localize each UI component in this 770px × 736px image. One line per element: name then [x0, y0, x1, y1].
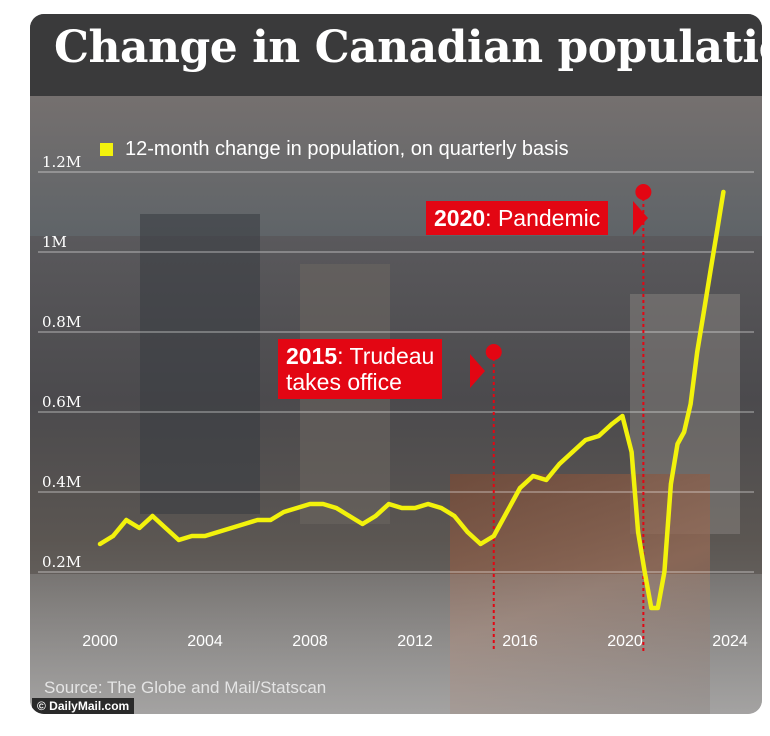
data-point	[321, 502, 326, 506]
data-point	[695, 350, 700, 354]
data-point	[721, 190, 726, 194]
y-tick-label: 1M	[42, 233, 67, 251]
data-point	[531, 474, 536, 478]
chart-card: Change in Canadian population 0.2M 0.4M 0.…	[30, 14, 762, 714]
data-point	[413, 506, 417, 510]
chart-title: Change in Canadian population	[54, 22, 762, 73]
data-point	[708, 270, 713, 274]
data-point	[620, 414, 625, 418]
credit-badge: © DailyMail.com	[32, 698, 135, 714]
data-point	[176, 538, 181, 542]
y-tick-label: 0.8M	[42, 313, 81, 331]
data-point	[399, 506, 404, 510]
data-point	[268, 518, 273, 522]
legend: 12-month change in population, on quarte…	[100, 138, 569, 161]
backdrop-ground	[30, 574, 762, 714]
data-point	[596, 434, 601, 438]
data-point	[701, 310, 706, 314]
data-point	[478, 542, 483, 546]
annotation-2015-text: : Trudeau	[337, 343, 435, 369]
data-point	[386, 502, 391, 506]
x-tick-label: 2004	[187, 633, 223, 650]
data-point	[688, 402, 693, 406]
data-point	[216, 530, 221, 534]
data-point	[242, 522, 247, 526]
data-point	[675, 442, 680, 446]
data-point	[452, 514, 457, 518]
data-point	[281, 510, 286, 514]
data-point	[668, 482, 673, 486]
x-tick-label: 2024	[712, 633, 748, 650]
x-tick-label: 2000	[82, 633, 118, 650]
marker-dot-2020	[635, 184, 652, 200]
data-point	[111, 534, 116, 538]
y-tick-label: 1.2M	[42, 153, 81, 171]
data-point	[504, 510, 509, 514]
data-point	[308, 502, 312, 506]
annotation-2020-year: 2020	[434, 205, 486, 231]
series-line	[97, 189, 726, 611]
data-point	[347, 514, 352, 518]
data-point	[544, 478, 549, 482]
data-point	[465, 530, 470, 534]
data-point	[189, 534, 194, 538]
data-point	[636, 530, 641, 534]
annotation-2015-pointer	[470, 354, 485, 388]
data-point	[570, 450, 575, 454]
data-point	[642, 570, 647, 574]
annotation-2015-text2: takes office	[286, 369, 402, 395]
source-note: Source: The Globe and Mail/Statscan	[44, 678, 327, 697]
backdrop-tower	[140, 214, 260, 514]
data-point	[662, 570, 667, 574]
data-point	[163, 526, 168, 530]
title-bar: Change in Canadian population	[30, 14, 762, 96]
x-tick-label: 2008	[292, 633, 328, 650]
data-point	[373, 514, 378, 518]
annotation-2015-year: 2015	[286, 343, 338, 369]
data-point	[629, 450, 634, 454]
data-point	[682, 430, 687, 434]
y-tick-label: 0.4M	[42, 473, 81, 491]
data-point	[714, 230, 719, 234]
data-point	[557, 462, 562, 466]
annotation-2015: 2015: Trudeau takes office	[278, 339, 443, 399]
data-point	[360, 522, 365, 526]
y-tick-label: 0.6M	[42, 393, 81, 411]
data-point	[655, 606, 660, 610]
data-point	[150, 514, 155, 518]
annotation-2020-text: : Pandemic	[485, 205, 601, 231]
data-point	[334, 506, 339, 510]
data-point	[294, 506, 299, 510]
line-chart: 0.2M 0.4M 0.6M 0.8M 1M 1.2M 2000 2004 2008 2012 20…	[38, 153, 754, 651]
x-tick-label: 2012	[397, 633, 433, 650]
annotation-2020: 2020: Pandemic	[426, 201, 609, 235]
data-point	[583, 438, 588, 442]
x-tick-label: 2016	[502, 633, 538, 650]
data-point	[203, 534, 207, 538]
data-point	[426, 502, 431, 506]
data-point	[518, 486, 522, 490]
data-point	[137, 526, 142, 530]
data-point	[649, 606, 654, 610]
x-tick-label: 2020	[607, 633, 643, 650]
marker-dot-2015	[485, 344, 502, 360]
annotation-2020-pointer	[633, 201, 648, 235]
data-point	[491, 534, 496, 538]
y-tick-label: 0.2M	[42, 553, 81, 571]
data-point	[255, 518, 260, 522]
data-point	[609, 422, 614, 426]
legend-swatch	[100, 143, 113, 156]
data-point	[229, 526, 234, 530]
data-point	[124, 518, 129, 522]
legend-label: 12-month change in population, on quarte…	[125, 138, 569, 160]
data-point	[439, 506, 444, 510]
data-point	[98, 542, 102, 546]
